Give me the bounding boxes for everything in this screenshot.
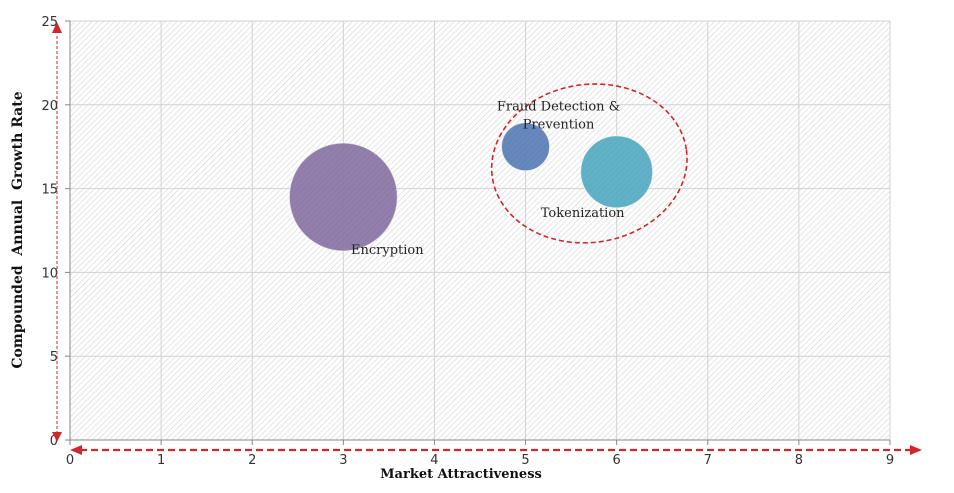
x-tick-label: 6 bbox=[613, 453, 621, 468]
highlight-ellipse bbox=[490, 83, 688, 244]
y-tick-label: 15 bbox=[41, 183, 58, 198]
x-tick-label: 0 bbox=[66, 453, 74, 468]
x-arrow-left-icon bbox=[70, 445, 82, 455]
x-tick-label: 1 bbox=[157, 453, 165, 468]
x-tick-label: 4 bbox=[430, 453, 438, 468]
axis-arrows bbox=[52, 22, 922, 455]
y-tick-label: 10 bbox=[41, 266, 58, 281]
plot-area bbox=[69, 20, 891, 441]
bubble-hatch bbox=[580, 135, 653, 208]
x-tick-label: 2 bbox=[248, 453, 256, 468]
x-axis-ticks: 0 1 2 3 4 5 6 7 8 9 bbox=[66, 440, 894, 468]
bubble-label: Encryption bbox=[351, 243, 424, 258]
plot-background bbox=[70, 21, 890, 440]
x-tick-label: 5 bbox=[521, 453, 529, 468]
gridlines bbox=[70, 20, 891, 440]
y-axis-ticks: 0 5 10 15 20 25 bbox=[41, 15, 70, 449]
y-arrow-up-icon bbox=[52, 22, 62, 33]
x-tick-label: 3 bbox=[339, 453, 347, 468]
y-arrow-down-icon bbox=[52, 432, 62, 442]
bubbles bbox=[288, 122, 654, 252]
x-tick-label: 9 bbox=[886, 453, 894, 468]
y-tick-label: 0 bbox=[50, 434, 58, 449]
x-axis-title: Market Attractiveness bbox=[380, 467, 542, 482]
bubble-hatch bbox=[289, 142, 398, 251]
y-axis-title: Compounded Annual Growth Rate bbox=[10, 91, 26, 368]
x-tick-label: 8 bbox=[795, 453, 803, 468]
axes bbox=[69, 21, 890, 441]
bubble-labels: Encryption Fraud Detection & Prevention Tok… bbox=[351, 100, 625, 258]
y-tick-label: 20 bbox=[41, 99, 58, 114]
x-arrow-right-icon bbox=[910, 445, 922, 455]
bubble-label: Prevention bbox=[523, 118, 595, 133]
x-tick-label: 7 bbox=[704, 453, 712, 468]
y-tick-label: 25 bbox=[41, 15, 58, 30]
bubble-label: Fraud Detection & bbox=[497, 100, 620, 115]
bubble-hatch bbox=[501, 122, 550, 171]
annotations bbox=[490, 83, 688, 244]
y-tick-label: 5 bbox=[50, 350, 58, 365]
bubble-label: Tokenization bbox=[541, 206, 625, 221]
